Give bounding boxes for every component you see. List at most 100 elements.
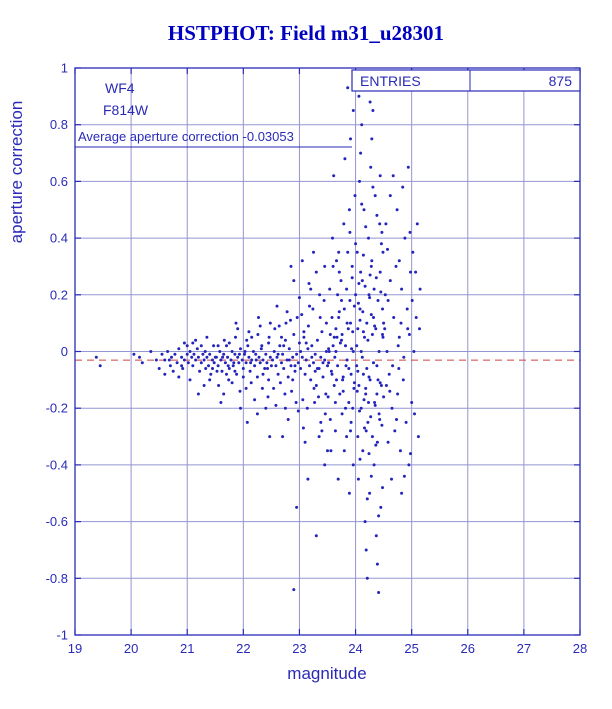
data-point xyxy=(295,352,299,356)
data-point xyxy=(393,429,397,433)
data-point xyxy=(363,335,366,339)
data-point xyxy=(369,264,373,268)
data-point xyxy=(352,386,356,390)
data-point xyxy=(356,369,360,373)
data-point xyxy=(177,375,181,379)
data-point xyxy=(266,395,270,399)
data-point xyxy=(258,361,262,365)
data-point xyxy=(387,372,391,376)
data-point xyxy=(332,174,336,178)
data-point xyxy=(317,395,320,399)
data-point xyxy=(323,264,327,268)
data-point xyxy=(395,208,399,212)
data-point xyxy=(204,367,208,370)
data-point xyxy=(401,185,405,189)
data-point xyxy=(261,358,265,362)
data-point xyxy=(247,355,251,359)
data-point xyxy=(375,392,379,396)
data-point xyxy=(357,384,361,387)
data-point xyxy=(352,304,356,308)
data-point xyxy=(386,440,390,444)
data-point xyxy=(367,293,371,297)
data-point xyxy=(303,440,307,444)
data-point xyxy=(407,463,411,467)
data-point xyxy=(385,350,389,353)
data-point xyxy=(360,355,364,359)
data-point xyxy=(371,109,375,112)
data-point xyxy=(203,350,207,353)
data-point xyxy=(367,375,371,379)
data-point xyxy=(295,505,299,509)
data-point xyxy=(359,270,363,274)
data-point xyxy=(294,401,298,404)
data-point xyxy=(375,364,379,368)
y-tick-label: 0.4 xyxy=(50,231,68,246)
data-point xyxy=(372,287,376,291)
data-point xyxy=(383,327,387,331)
data-point xyxy=(138,355,141,359)
data-point xyxy=(328,287,332,291)
data-point xyxy=(359,406,363,410)
data-point xyxy=(300,313,304,317)
data-point xyxy=(335,335,339,339)
data-point xyxy=(286,375,290,379)
x-tick-label: 26 xyxy=(461,641,475,656)
data-point xyxy=(226,364,230,368)
data-point xyxy=(413,412,416,416)
data-point xyxy=(377,514,381,518)
data-point xyxy=(289,264,293,268)
data-point xyxy=(384,384,388,387)
data-point xyxy=(278,381,282,385)
data-point xyxy=(318,316,322,319)
data-point xyxy=(261,372,265,376)
data-point xyxy=(296,361,300,365)
data-point xyxy=(305,406,309,410)
data-point xyxy=(306,324,310,328)
data-point xyxy=(359,350,363,353)
data-point xyxy=(267,335,271,339)
data-point xyxy=(319,355,323,359)
data-point xyxy=(323,412,327,416)
data-point xyxy=(327,347,331,351)
data-point xyxy=(221,355,225,359)
data-point xyxy=(293,369,297,373)
data-point xyxy=(368,378,372,382)
data-point xyxy=(359,151,363,155)
data-point xyxy=(403,236,407,240)
data-point xyxy=(347,401,351,404)
data-point xyxy=(364,225,368,229)
data-point xyxy=(351,463,355,467)
data-point xyxy=(214,355,218,359)
data-point xyxy=(337,250,341,254)
data-point xyxy=(182,341,186,345)
data-point xyxy=(331,344,335,348)
x-tick-label: 28 xyxy=(573,641,587,656)
data-point xyxy=(232,361,236,365)
data-point xyxy=(265,361,269,365)
data-point xyxy=(378,174,382,178)
data-point xyxy=(379,242,383,246)
data-point xyxy=(418,287,422,291)
data-point xyxy=(239,406,242,410)
data-point xyxy=(306,347,310,351)
data-point xyxy=(209,372,213,376)
data-point xyxy=(233,352,237,356)
data-point xyxy=(356,435,360,439)
data-point xyxy=(323,358,327,362)
data-point xyxy=(308,364,311,368)
data-point xyxy=(329,449,333,453)
data-point xyxy=(358,409,361,413)
data-point xyxy=(397,367,401,370)
data-point xyxy=(378,270,382,274)
data-point xyxy=(410,401,414,404)
data-point xyxy=(249,381,253,385)
data-point xyxy=(160,352,164,356)
data-point xyxy=(337,316,341,319)
data-point xyxy=(362,208,366,212)
data-point xyxy=(360,202,364,206)
data-point xyxy=(347,491,351,495)
data-point xyxy=(157,367,161,370)
data-point xyxy=(170,355,173,359)
data-point xyxy=(304,358,308,362)
data-point xyxy=(297,296,301,300)
